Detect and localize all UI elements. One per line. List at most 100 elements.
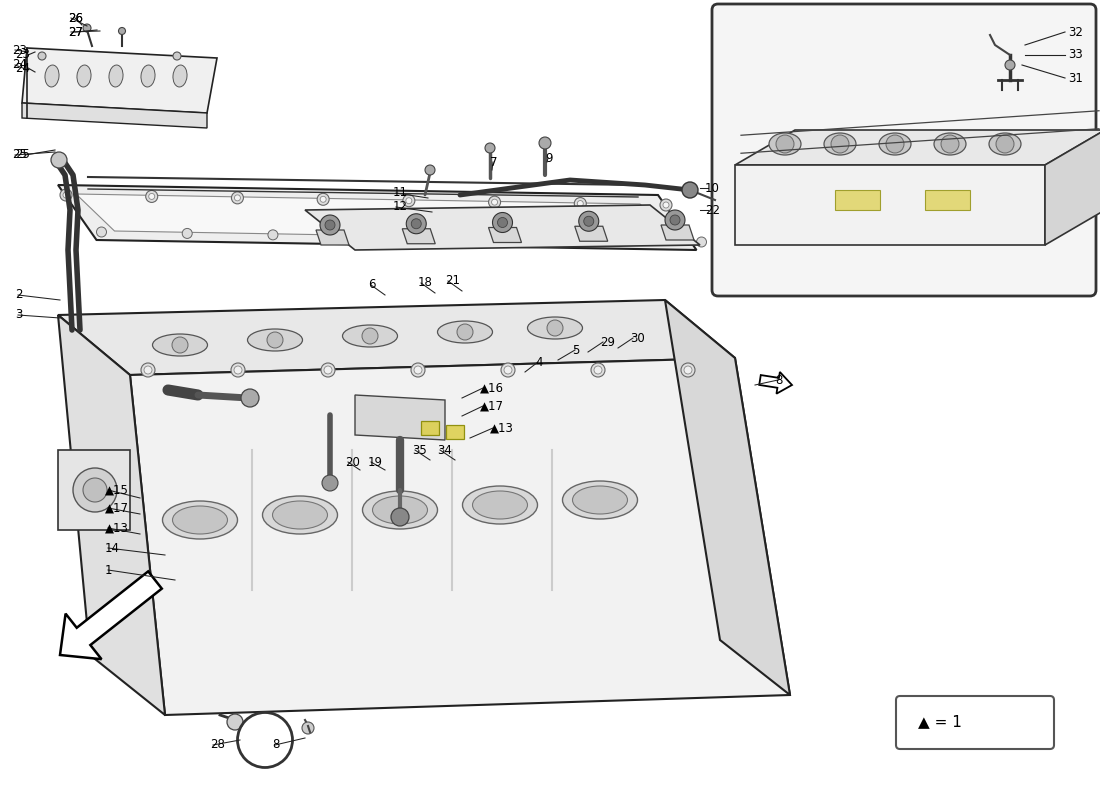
Text: 34: 34: [437, 443, 452, 457]
Circle shape: [241, 389, 258, 407]
Circle shape: [73, 468, 117, 512]
Polygon shape: [305, 205, 700, 250]
Circle shape: [666, 210, 685, 230]
Circle shape: [682, 182, 698, 198]
Polygon shape: [488, 227, 521, 242]
Circle shape: [940, 135, 959, 153]
Text: 6: 6: [368, 278, 375, 291]
Circle shape: [492, 199, 497, 205]
Text: 19: 19: [368, 455, 383, 469]
Circle shape: [172, 337, 188, 353]
Text: 26: 26: [68, 11, 82, 25]
Circle shape: [488, 196, 501, 208]
Bar: [446, 425, 464, 439]
Bar: [925, 190, 970, 210]
Circle shape: [403, 194, 415, 206]
Polygon shape: [355, 395, 446, 440]
Circle shape: [302, 722, 313, 734]
Circle shape: [439, 233, 450, 242]
Circle shape: [684, 366, 692, 374]
Circle shape: [500, 363, 515, 377]
Circle shape: [119, 27, 125, 34]
FancyArrow shape: [759, 372, 792, 394]
Polygon shape: [58, 450, 130, 530]
Text: 8: 8: [776, 374, 782, 386]
Ellipse shape: [109, 65, 123, 87]
Ellipse shape: [173, 506, 228, 534]
Ellipse shape: [45, 65, 59, 87]
Circle shape: [539, 137, 551, 149]
Text: 23: 23: [15, 49, 30, 62]
Text: 33: 33: [1068, 49, 1082, 62]
Circle shape: [141, 363, 155, 377]
Polygon shape: [76, 194, 679, 241]
Circle shape: [60, 189, 72, 201]
Polygon shape: [58, 185, 696, 250]
Polygon shape: [58, 315, 165, 715]
Circle shape: [362, 328, 378, 344]
Text: 25: 25: [15, 149, 30, 162]
Text: europeparts: europeparts: [168, 361, 592, 419]
Polygon shape: [22, 48, 217, 113]
Polygon shape: [1045, 130, 1100, 245]
Polygon shape: [130, 358, 790, 715]
Circle shape: [406, 198, 411, 204]
Circle shape: [504, 366, 512, 374]
Ellipse shape: [363, 491, 438, 529]
Circle shape: [321, 363, 336, 377]
Text: 3: 3: [15, 309, 22, 322]
Text: 14: 14: [104, 542, 120, 554]
Text: 32: 32: [1068, 26, 1082, 38]
Circle shape: [776, 135, 794, 153]
Ellipse shape: [77, 65, 91, 87]
Circle shape: [594, 366, 602, 374]
Text: 25: 25: [12, 149, 26, 162]
Text: a parts+ since 1982: a parts+ since 1982: [226, 426, 535, 454]
Circle shape: [578, 201, 583, 206]
Text: ▲15: ▲15: [104, 483, 129, 497]
Text: 31: 31: [1068, 71, 1082, 85]
Bar: [835, 190, 880, 210]
Circle shape: [681, 363, 695, 377]
Ellipse shape: [562, 481, 638, 519]
Circle shape: [996, 135, 1014, 153]
Ellipse shape: [528, 317, 583, 339]
Circle shape: [425, 165, 435, 175]
Ellipse shape: [934, 133, 966, 155]
Circle shape: [660, 199, 672, 211]
Text: 35: 35: [412, 443, 427, 457]
FancyArrow shape: [60, 571, 162, 659]
Text: 27: 27: [68, 26, 82, 38]
Polygon shape: [574, 226, 607, 242]
Circle shape: [82, 24, 91, 32]
Circle shape: [411, 363, 425, 377]
Text: 24: 24: [12, 58, 28, 71]
Text: ▲16: ▲16: [480, 382, 504, 394]
Polygon shape: [666, 300, 790, 695]
Text: ▲13: ▲13: [490, 422, 514, 434]
Circle shape: [268, 230, 278, 240]
Circle shape: [663, 202, 669, 208]
Ellipse shape: [263, 496, 338, 534]
Text: 2: 2: [15, 289, 22, 302]
FancyBboxPatch shape: [712, 4, 1096, 296]
Text: 23: 23: [12, 43, 26, 57]
Text: ▲ = 1: ▲ = 1: [918, 714, 961, 730]
Polygon shape: [661, 225, 694, 240]
Text: 21: 21: [446, 274, 460, 287]
Circle shape: [414, 366, 422, 374]
Ellipse shape: [462, 486, 538, 524]
Text: 18: 18: [418, 277, 433, 290]
Polygon shape: [58, 300, 735, 375]
Circle shape: [144, 366, 152, 374]
Circle shape: [390, 508, 409, 526]
Circle shape: [322, 475, 338, 491]
Text: 5: 5: [572, 343, 580, 357]
Circle shape: [493, 213, 513, 233]
Circle shape: [39, 52, 46, 60]
Circle shape: [145, 190, 157, 202]
Circle shape: [456, 324, 473, 340]
Circle shape: [696, 237, 706, 247]
Circle shape: [82, 478, 107, 502]
Text: 30: 30: [630, 331, 645, 345]
